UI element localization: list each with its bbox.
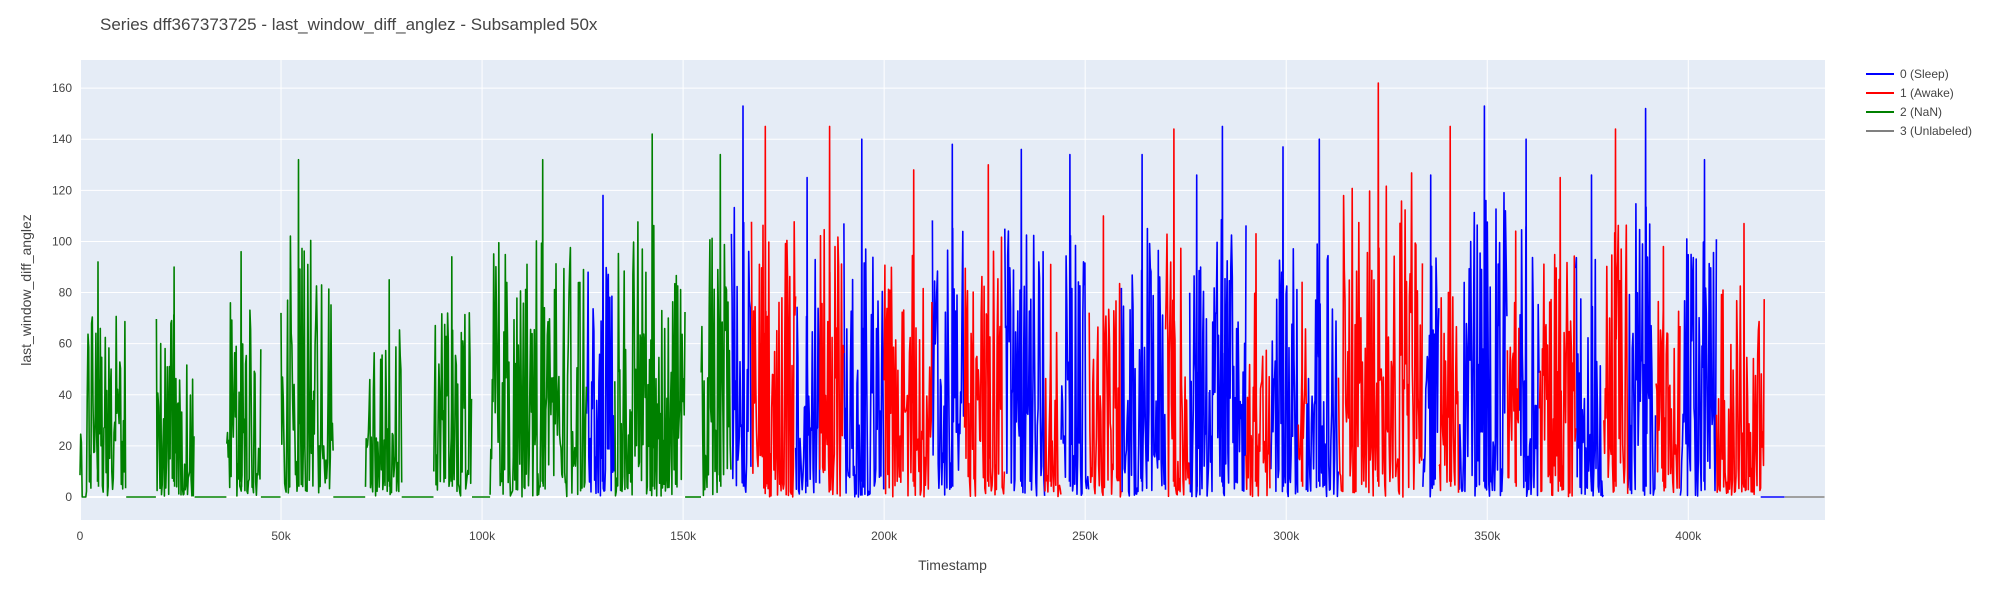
series-segment xyxy=(226,250,262,497)
series-segment xyxy=(1269,146,1299,498)
series-segment xyxy=(1188,174,1211,498)
series-segment xyxy=(1506,230,1520,487)
series-segment xyxy=(489,158,588,498)
legend-item[interactable]: 3 (Unlabeled) xyxy=(1900,124,1972,138)
x-tick-label: 300k xyxy=(1273,529,1300,543)
y-tick-label: 100 xyxy=(52,234,72,248)
x-tick-label: 50k xyxy=(271,529,291,543)
x-tick-label: 350k xyxy=(1474,529,1501,543)
series-segment xyxy=(1438,125,1460,493)
series-segment xyxy=(1627,107,1657,496)
series-segment xyxy=(794,176,821,495)
series-segment xyxy=(1004,148,1046,497)
x-tick-label: 250k xyxy=(1072,529,1099,543)
y-tick-label: 60 xyxy=(59,337,73,351)
series-lines xyxy=(79,82,1825,498)
series-segment xyxy=(1603,128,1629,494)
series-segment xyxy=(1422,174,1440,498)
x-axis-title: Timestamp xyxy=(918,557,987,573)
y-tick-label: 20 xyxy=(59,439,73,453)
x-tick-label: 100k xyxy=(469,529,496,543)
series-segment xyxy=(1060,153,1090,496)
series-segment xyxy=(1305,138,1339,498)
series-segment xyxy=(730,105,752,493)
series-segment xyxy=(433,256,473,497)
legend-item[interactable]: 2 (NaN) xyxy=(1900,105,1942,119)
y-tick-label: 120 xyxy=(52,183,72,197)
y-axis-title: last_window_diff_anglez xyxy=(18,214,34,366)
x-tick-label: 400k xyxy=(1675,529,1702,543)
series-segment xyxy=(931,143,965,496)
y-tick-label: 140 xyxy=(52,132,72,146)
series-segment xyxy=(1655,245,1681,494)
legend[interactable]: 0 (Sleep) 1 (Awake) 2 (NaN) 3 (Unlabeled) xyxy=(1866,67,1972,138)
series-segment xyxy=(1337,82,1424,498)
series-segment xyxy=(1245,233,1271,498)
series-segment xyxy=(585,194,615,497)
series-segment xyxy=(280,158,334,494)
y-tick-label: 160 xyxy=(52,81,72,95)
series-segment xyxy=(750,125,797,498)
series-segment xyxy=(1209,125,1247,497)
series-segment xyxy=(963,164,1006,497)
series-segment xyxy=(700,153,732,497)
y-tick-label: 80 xyxy=(59,286,73,300)
series-segment xyxy=(843,138,885,498)
series-segment xyxy=(819,125,845,497)
series-segment xyxy=(79,261,127,498)
x-tick-label: 0 xyxy=(77,529,84,543)
series-segment xyxy=(1538,176,1577,498)
y-tick-label: 0 xyxy=(65,490,72,504)
series-segment xyxy=(1044,263,1062,498)
series-segment xyxy=(1458,105,1508,497)
x-tick-label: 150k xyxy=(670,529,697,543)
series-segment xyxy=(364,279,403,497)
series-segment xyxy=(1164,128,1191,498)
chart-title: Series dff367373725 - last_window_diff_a… xyxy=(100,15,598,34)
series-segment xyxy=(1297,281,1307,487)
series-segment xyxy=(1120,153,1167,497)
series-segment xyxy=(883,169,933,498)
series-segment xyxy=(1518,138,1540,497)
y-tick-label: 40 xyxy=(59,388,73,402)
legend-item[interactable]: 0 (Sleep) xyxy=(1900,67,1949,81)
series-segment xyxy=(1088,215,1122,498)
series-segment xyxy=(155,266,195,497)
series-segment xyxy=(614,133,686,497)
series-segment xyxy=(1574,174,1604,498)
series-segment xyxy=(1679,158,1718,497)
series-segment xyxy=(1715,222,1765,496)
axes: 0 20 40 60 80 100 120 140 160 0 50k 100k 150k 200k 250… xyxy=(52,81,1702,543)
legend-item[interactable]: 1 (Awake) xyxy=(1900,86,1954,100)
x-tick-label: 200k xyxy=(871,529,898,543)
